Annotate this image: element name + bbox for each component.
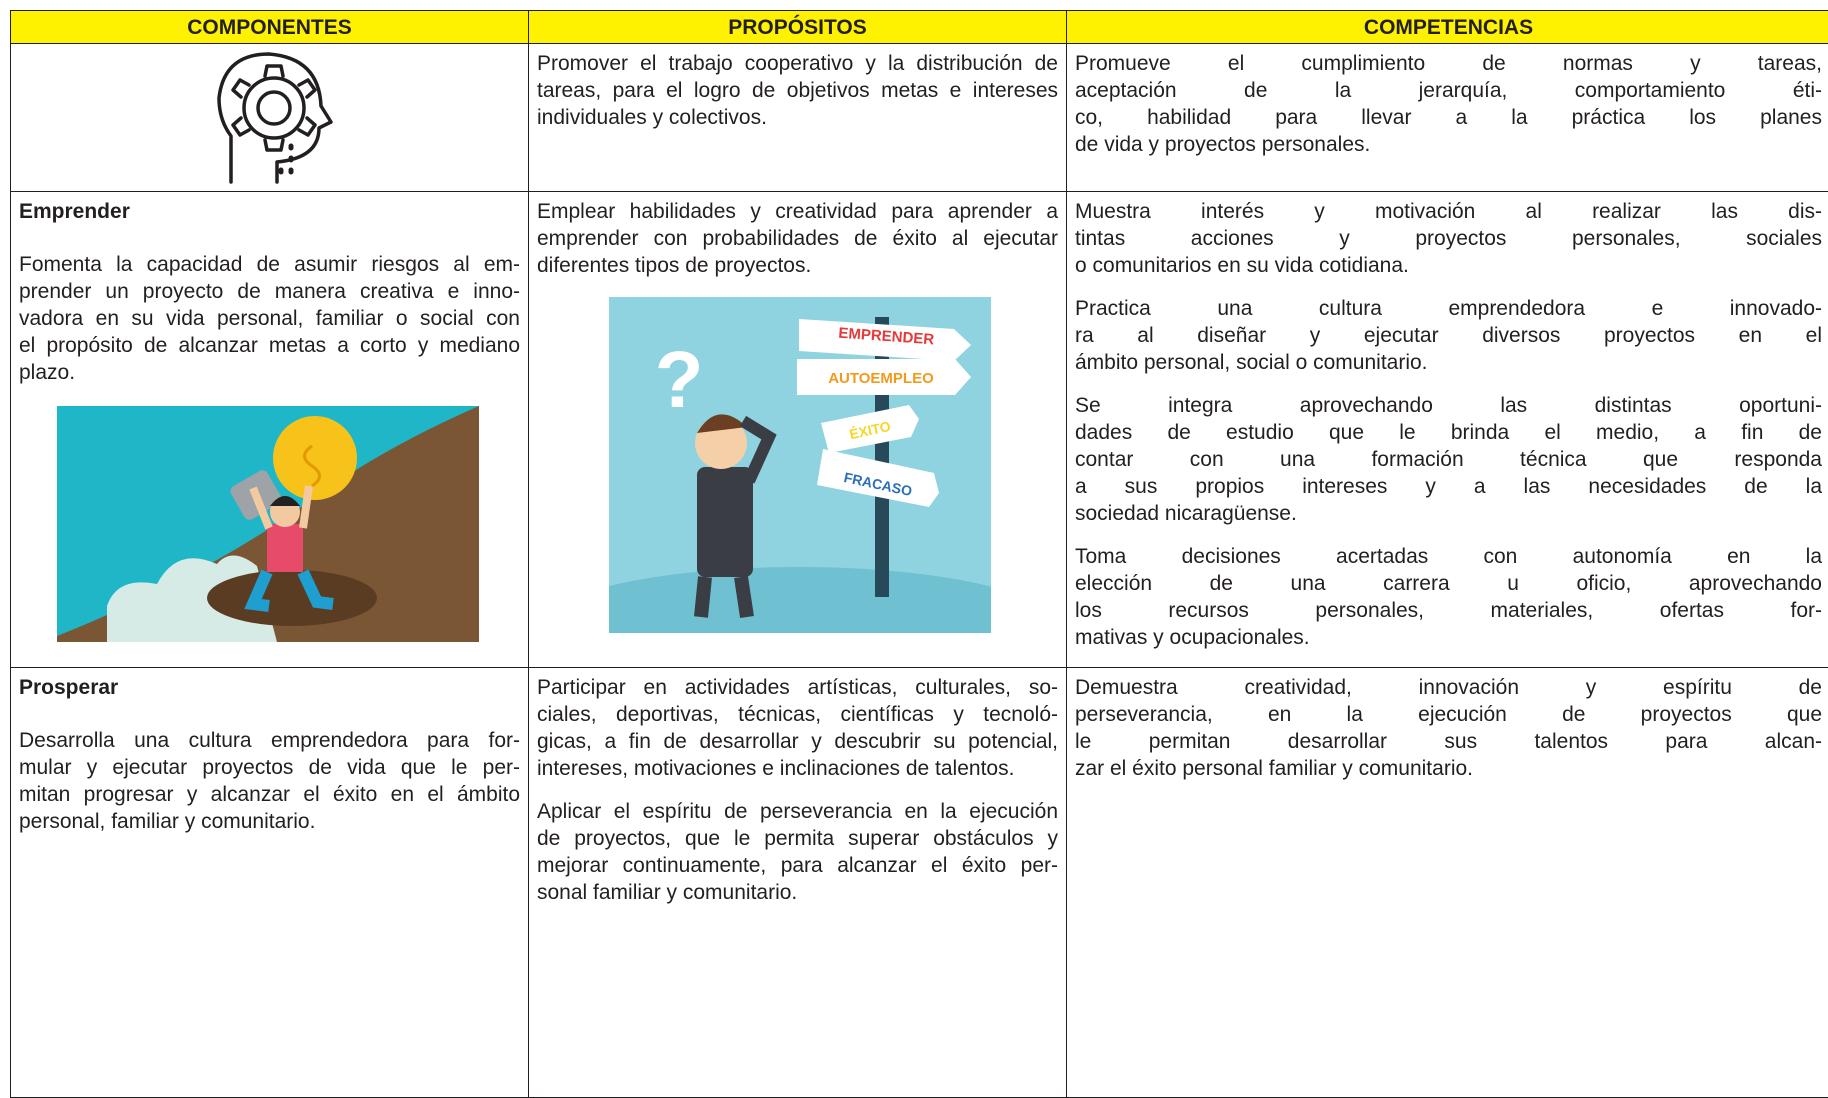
text-line: tareas, para el logro de objetivos metas… [537, 77, 1058, 104]
text-line: Demuestra creatividad, innovación y espí… [1075, 674, 1822, 701]
text-line: Promueve el cumplimiento de normas y tar… [1075, 50, 1822, 77]
question-mark-shape: ? [655, 335, 704, 424]
text-line: perseverancia, en la ejecución de proyec… [1075, 701, 1822, 728]
text-line: de proyectos, que le permita superar obs… [537, 825, 1058, 852]
text-line: Participar en actividades artísticas, cu… [537, 674, 1058, 701]
component-cell [11, 44, 529, 192]
text-line: dades de estudio que le brinda el medio,… [1075, 419, 1822, 446]
text-line: ra al diseñar y ejecutar diversos proyec… [1075, 322, 1822, 349]
text-line: Practica una cultura emprendedora e inno… [1075, 295, 1822, 322]
text-line: ciales, deportivas, técnicas, científica… [537, 701, 1058, 728]
text-line: elección de una carrera u oficio, aprove… [1075, 570, 1822, 597]
text-line: el propósito de alcanzar metas a corto y… [19, 332, 520, 359]
component-cell: Emprender Fomenta la capacidad de asumir … [11, 192, 529, 668]
text-line: Fomenta la capacidad de asumir riesgos a… [19, 251, 520, 278]
text-line: co, habilidad para llevar a la práctica … [1075, 104, 1822, 131]
purpose-cell: Promover el trabajo cooperativo y la dis… [529, 44, 1067, 192]
text-line: Promover el trabajo cooperativo y la dis… [537, 50, 1058, 77]
competency-cell: Muestra interés y motivación al realizar… [1067, 192, 1828, 668]
text-line: mular y ejecutar proyectos de vida que l… [19, 754, 520, 781]
row: Promover el trabajo cooperativo y la dis… [11, 44, 1828, 192]
text-line: contar con una formación técnica que res… [1075, 446, 1822, 473]
paragraph: Participar en actividades artísticas, cu… [537, 674, 1058, 782]
component-title: Emprender [19, 198, 520, 225]
paragraph: Desarrolla una cultura emprendedora para… [19, 727, 520, 835]
paragraph: Emplear habilidades y creatividad para a… [537, 198, 1058, 279]
text-line: mativas y ocupacionales. [1075, 624, 1822, 651]
paragraph: Fomenta la capacidad de asumir riesgos a… [19, 251, 520, 386]
header-cell: PROPÓSITOS [529, 11, 1067, 44]
paragraph: Promueve el cumplimiento de normas y tar… [1075, 50, 1822, 158]
text-line: mejorar continuamente, para alcanzar el … [537, 852, 1058, 879]
competency-cell: Demuestra creatividad, innovación y espí… [1067, 668, 1828, 1098]
text-line: mitan progresar y alcanzar el éxito en e… [19, 781, 520, 808]
text-line: diferentes tipos de proyectos. [537, 252, 1058, 279]
component-cell: Prosperar Desarrolla una cultura emprende… [11, 668, 529, 1098]
text-line: Muestra interés y motivación al realizar… [1075, 198, 1822, 225]
text-line: de vida y proyectos personales. [1075, 131, 1822, 158]
row: Emprender Fomenta la capacidad de asumir … [11, 192, 1828, 668]
text-line: intereses, motivaciones e inclinaciones … [537, 755, 1058, 782]
paragraph: Aplicar el espíritu de perseverancia en … [537, 798, 1058, 906]
text-line: Toma decisiones acertadas con autonomía … [1075, 543, 1822, 570]
purpose-cell: Emplear habilidades y creatividad para a… [529, 192, 1067, 668]
text-line: zar el éxito personal familiar y comunit… [1075, 755, 1822, 782]
paragraph: Demuestra creatividad, innovación y espí… [1075, 674, 1822, 782]
text-line: o comunitarios en su vida cotidiana. [1075, 252, 1822, 279]
text-line: Desarrolla una cultura emprendedora para… [19, 727, 520, 754]
header-cell: COMPETENCIAS [1067, 11, 1828, 44]
competency-cell: Promueve el cumplimiento de normas y tar… [1067, 44, 1828, 192]
head-gear-icon [19, 50, 519, 188]
text-line: personal, familiar y comunitario. [19, 808, 520, 835]
text-line: vadora en su vida personal, familiar o s… [19, 305, 520, 332]
paragraph: Se integra aprovechando las distintas op… [1075, 392, 1822, 527]
component-title: Prosperar [19, 674, 520, 701]
text-line: los recursos personales, materiales, ofe… [1075, 597, 1822, 624]
page-body: COMPONENTES PROPÓSITOS COMPETENCIAS Prom… [0, 0, 1828, 1062]
text-line: sonal familiar y comunitario. [537, 879, 1058, 906]
text-line: Aplicar el espíritu de perseverancia en … [537, 798, 1058, 825]
text-line: emprender con probabilidades de éxito al… [537, 225, 1058, 252]
text-line: individuales y colectivos. [537, 104, 1058, 131]
text-line: le permitan desarrollar sus talentos par… [1075, 728, 1822, 755]
text-line: tintas acciones y proyectos personales, … [1075, 225, 1822, 252]
curriculum-table: COMPONENTES PROPÓSITOS COMPETENCIAS Prom… [10, 10, 1828, 1098]
text-line: Se integra aprovechando las distintas op… [1075, 392, 1822, 419]
paragraph: Toma decisiones acertadas con autonomía … [1075, 543, 1822, 651]
text-line: aceptación de la jerarquía, comportamien… [1075, 77, 1822, 104]
page: Componentes, propósitos y competencias {… [0, 0, 1828, 1062]
text-line: gicas, a fin de desarrollar y descubrir … [537, 728, 1058, 755]
lightbulb-illustration [57, 406, 479, 642]
paragraph: Promover el trabajo cooperativo y la dis… [537, 50, 1058, 131]
text-line: a sus propios intereses y a las necesida… [1075, 473, 1822, 500]
text-line: sociedad nicaragüense. [1075, 500, 1822, 527]
text-line: prender un proyecto de manera creativa e… [19, 278, 520, 305]
row: Prosperar Desarrolla una cultura emprende… [11, 668, 1828, 1098]
header-row: COMPONENTES PROPÓSITOS COMPETENCIAS [11, 11, 1828, 44]
purpose-cell: Participar en actividades artísticas, cu… [529, 668, 1067, 1098]
sign-label: AUTOEMPLEO [828, 370, 934, 387]
paragraph: Muestra interés y motivación al realizar… [1075, 198, 1822, 279]
text-line: plazo. [19, 359, 520, 386]
text-line: Emplear habilidades y creatividad para a… [537, 198, 1058, 225]
header-cell: COMPONENTES [11, 11, 529, 44]
signpost-illustration: EMPRENDER AUTOEMPLEO ÉXITO FRACASO ? [609, 297, 991, 633]
paragraph: Practica una cultura emprendedora e inno… [1075, 295, 1822, 376]
text-line: ámbito personal, social o comunitario. [1075, 349, 1822, 376]
